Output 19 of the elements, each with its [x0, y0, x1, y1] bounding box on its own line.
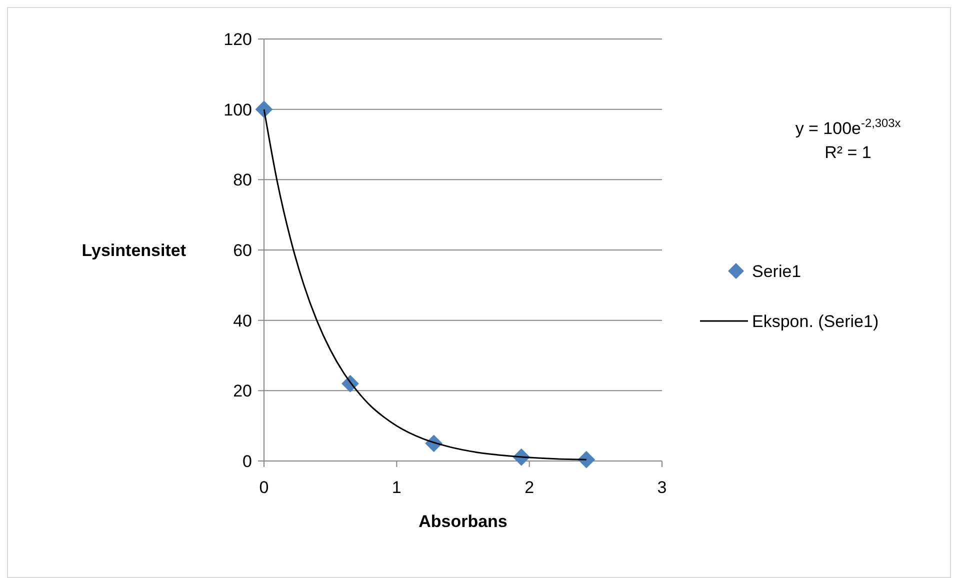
- y-tick-label: 120: [224, 30, 252, 49]
- y-tick-label: 80: [233, 170, 252, 190]
- y-tick-label: 100: [224, 100, 252, 120]
- y-tick-label: 0: [242, 452, 252, 471]
- legend-label: Serie1: [752, 262, 802, 281]
- x-tick-label: 0: [259, 478, 269, 497]
- y-tick-label: 40: [233, 311, 252, 330]
- x-tick-label: 2: [524, 478, 534, 497]
- point: [578, 451, 595, 468]
- text: y = 100e$^{-2,303x}$: [795, 116, 901, 138]
- text: R² = 1: [824, 143, 872, 162]
- x-tick-label: 3: [657, 478, 667, 497]
- point: [256, 100, 272, 118]
- y-axis-title: Lysintensitet: [82, 240, 186, 260]
- x-axis-title: Absorbans: [418, 512, 508, 531]
- y-tick-label: 20: [233, 382, 252, 401]
- y-tick-label: 60: [233, 240, 252, 260]
- x-tick-label: 1: [392, 478, 402, 497]
- legend-label: Ekspon. (Serie1): [752, 312, 879, 331]
